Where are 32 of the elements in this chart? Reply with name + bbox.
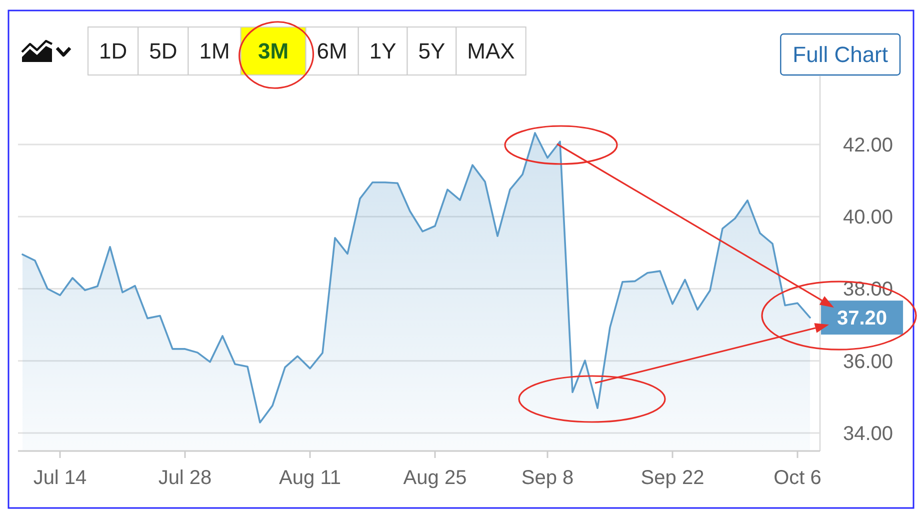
text: 1D — [98, 38, 128, 64]
x-tick-label: Sep 22 — [640, 467, 704, 489]
x-tick-label: Oct 6 — [774, 467, 822, 489]
text: 6M — [316, 38, 348, 64]
x-tick-label: Jul 28 — [158, 467, 212, 489]
y-tick-label: 42.00 — [842, 134, 894, 157]
range-button[interactable] — [138, 26, 189, 76]
data-label: 37.20 — [836, 308, 888, 330]
text: 3M — [258, 38, 289, 64]
x-tick-label: Jul 14 — [33, 467, 87, 489]
text: 1M — [199, 38, 230, 64]
text: 1Y — [369, 38, 397, 64]
x-tick-label: Aug 11 — [279, 467, 341, 489]
x-tick-label: Aug 25 — [403, 467, 467, 489]
range-button[interactable] — [88, 26, 139, 76]
y-tick-label: 40.00 — [842, 206, 894, 229]
x-tick-label: Sep 8 — [521, 467, 574, 489]
area-chart-icon[interactable] — [21, 40, 52, 62]
range-button[interactable] — [240, 26, 306, 76]
y-tick-label: 36.00 — [842, 350, 894, 373]
chevron-down-icon[interactable] — [56, 46, 72, 57]
text: 5Y — [418, 38, 446, 64]
range-button[interactable] — [406, 26, 457, 76]
text: MAX — [467, 38, 516, 64]
button[interactable] — [780, 33, 901, 76]
range-button[interactable] — [188, 26, 242, 76]
range-button[interactable] — [456, 26, 526, 76]
y-tick-label: 34.00 — [842, 422, 894, 445]
range-button[interactable] — [305, 26, 359, 76]
text: 5D — [149, 38, 178, 64]
text: Full Chart — [792, 42, 888, 68]
range-button[interactable] — [358, 26, 408, 76]
